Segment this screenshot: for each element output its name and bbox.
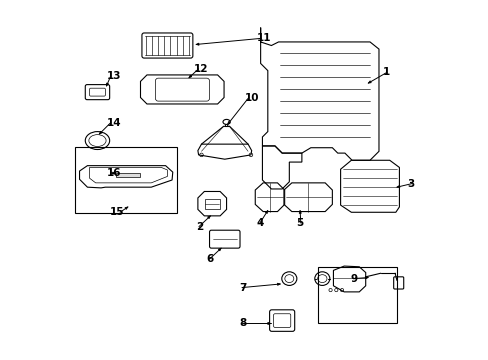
Polygon shape (367, 81, 370, 83)
Bar (75, 147, 177, 213)
Polygon shape (188, 75, 191, 78)
Text: 7: 7 (239, 283, 246, 293)
Text: 11: 11 (257, 33, 271, 43)
Text: 6: 6 (206, 254, 214, 264)
Text: 15: 15 (110, 207, 124, 217)
Polygon shape (365, 276, 367, 279)
Text: 8: 8 (239, 319, 246, 328)
Bar (116, 173, 139, 177)
Bar (317, 267, 396, 323)
Polygon shape (99, 131, 102, 134)
Polygon shape (207, 216, 210, 219)
Text: 1: 1 (382, 67, 389, 77)
Polygon shape (277, 283, 280, 285)
Text: 9: 9 (349, 274, 357, 284)
Polygon shape (267, 322, 270, 325)
Text: 12: 12 (194, 64, 208, 74)
Text: 14: 14 (106, 118, 121, 128)
Polygon shape (299, 211, 301, 213)
Bar (204, 199, 219, 209)
Polygon shape (112, 172, 115, 174)
Text: 10: 10 (244, 93, 259, 103)
Text: 5: 5 (296, 218, 303, 228)
Text: 3: 3 (407, 179, 414, 189)
Polygon shape (265, 211, 267, 213)
Text: 4: 4 (256, 218, 264, 228)
Text: 13: 13 (106, 71, 121, 81)
Polygon shape (396, 185, 399, 188)
Polygon shape (124, 207, 128, 210)
Text: 16: 16 (106, 168, 121, 178)
Polygon shape (227, 121, 230, 125)
Polygon shape (106, 83, 108, 86)
Polygon shape (218, 248, 221, 251)
Text: 2: 2 (196, 222, 203, 231)
Polygon shape (196, 43, 199, 45)
